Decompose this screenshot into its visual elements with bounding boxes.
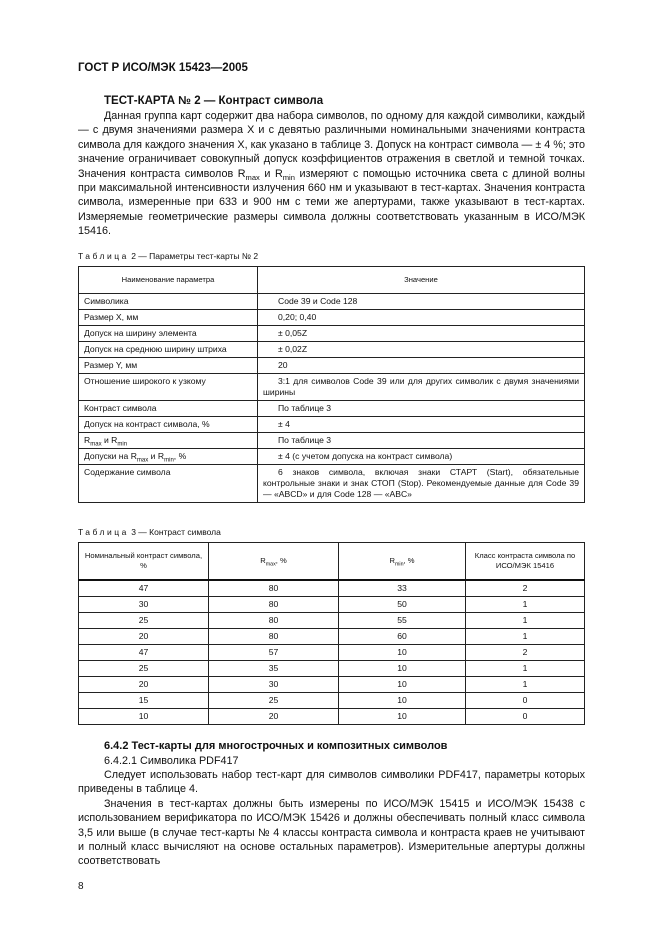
col-header: Номинальный контраст символа, % <box>78 541 209 581</box>
table-row: Содержание символа 6 знаков символа, вклю… <box>78 463 585 503</box>
table-cell: 55 <box>338 612 466 630</box>
table-cell: 57 <box>208 644 339 662</box>
table-cell: 1 <box>465 676 585 694</box>
table-cell: 1 <box>465 612 585 630</box>
table-row: Размер Y, мм 20 <box>78 356 585 374</box>
paragraph: Следует использовать набор тест-карт для… <box>78 768 585 796</box>
table-row: Допуск на контраст символа, % ± 4 <box>78 415 585 433</box>
table-row: Допуск на ширину элемента ± 0,05Z <box>78 324 585 342</box>
table-row: Допуск на среднюю ширину штриха ± 0,02Z <box>78 340 585 358</box>
table-cell: 30 <box>208 676 339 694</box>
table-cell: 35 <box>208 660 339 678</box>
col-header: Класс контраста символа по ИСО/МЭК 15416 <box>465 541 585 581</box>
table-cell: 80 <box>208 628 339 646</box>
table-row: Символика Code 39 и Code 128 <box>78 292 585 310</box>
section-6421-title: 6.4.2.1 Символика PDF417 <box>104 754 239 767</box>
table-cell: 25 <box>78 660 209 678</box>
table-row: 25 80 55 1 <box>78 612 585 630</box>
table-cell: 20 <box>78 676 209 694</box>
table-row: 15 25 10 0 <box>78 692 585 710</box>
table-cell: 20 <box>208 708 339 726</box>
page-number: 8 <box>78 880 84 892</box>
section-642-title: 6.4.2 Тест-карты для многострочных и ком… <box>104 740 448 753</box>
table-cell: 47 <box>78 579 209 598</box>
table-cell: 60 <box>338 628 466 646</box>
table-row: 47 80 33 2 <box>78 579 585 598</box>
intro-paragraph: Данная группа карт содержит два набора с… <box>78 110 585 238</box>
section-title: ТЕСТ-КАРТА № 2 — Контраст символа <box>104 95 324 107</box>
paragraph: Значения в тест-картах должны быть измер… <box>78 797 585 868</box>
table-row: Размер X, мм 0,20; 0,40 <box>78 308 585 326</box>
table-row: Rmax и Rmin По таблице 3 <box>78 431 585 449</box>
table-cell: 2 <box>465 644 585 662</box>
document-page: ГОСТ Р ИСО/МЭК 15423—2005 ТЕСТ-КАРТА № 2… <box>78 62 585 892</box>
table-cell: 15 <box>78 692 209 710</box>
table-cell: 80 <box>208 579 339 598</box>
table-cell: 50 <box>338 596 466 614</box>
col-header: Rmin, % <box>338 541 466 581</box>
table-row: 20 30 10 1 <box>78 676 585 694</box>
col-header: Наименование параметра <box>78 265 258 294</box>
table-cell: 10 <box>338 692 466 710</box>
table-cell: 30 <box>78 596 209 614</box>
table-cell: 10 <box>338 708 466 726</box>
table-cell: 0 <box>465 692 585 710</box>
table-cell: 1 <box>465 628 585 646</box>
table-cell: 10 <box>338 676 466 694</box>
table-row: 25 35 10 1 <box>78 660 585 678</box>
table-cell: 33 <box>338 579 466 598</box>
table-cell: 1 <box>465 596 585 614</box>
table-cell: 47 <box>78 644 209 662</box>
col-header: Rmax, % <box>208 541 339 581</box>
document-header: ГОСТ Р ИСО/МЭК 15423—2005 <box>78 62 248 74</box>
table-3: Номинальный контраст символа, % Rmax, % … <box>78 541 585 726</box>
table-2: Наименование параметра Значение Символика… <box>78 265 585 503</box>
table-cell: 80 <box>208 612 339 630</box>
table-row: Отношение широкого к узкому 3:1 для симво… <box>78 372 585 401</box>
table-row: 30 80 50 1 <box>78 596 585 614</box>
table-row: Контраст символа По таблице 3 <box>78 399 585 417</box>
table-cell: 10 <box>338 644 466 662</box>
table-cell: 1 <box>465 660 585 678</box>
col-header: Значение <box>257 265 585 294</box>
table-cell: 20 <box>78 628 209 646</box>
table-cell: 0 <box>465 708 585 726</box>
table-cell: 10 <box>78 708 209 726</box>
table-row: 47 57 10 2 <box>78 644 585 662</box>
table-cell: 25 <box>208 692 339 710</box>
table-cell: 2 <box>465 579 585 598</box>
table-cell: 10 <box>338 660 466 678</box>
table-cell: 80 <box>208 596 339 614</box>
table-row: 10 20 10 0 <box>78 708 585 726</box>
table2-caption: Таблица 2 — Параметры тест-карты № 2 <box>78 250 259 261</box>
table-cell: 25 <box>78 612 209 630</box>
table3-caption: Таблица 3 — Контраст символа <box>78 526 221 537</box>
table-row: Допуски на Rmax и Rmin, % ± 4 (с учетом д… <box>78 447 585 465</box>
table-row: 20 80 60 1 <box>78 628 585 646</box>
